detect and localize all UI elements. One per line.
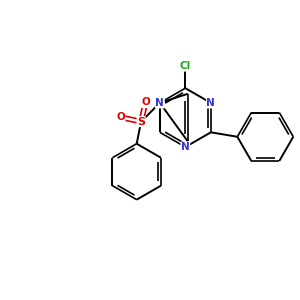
Text: Cl: Cl — [180, 61, 191, 71]
Text: N: N — [206, 98, 215, 108]
Text: N: N — [181, 142, 190, 152]
Text: N: N — [155, 98, 164, 108]
Text: O: O — [116, 112, 125, 122]
Text: O: O — [141, 98, 150, 107]
Text: S: S — [137, 117, 145, 127]
